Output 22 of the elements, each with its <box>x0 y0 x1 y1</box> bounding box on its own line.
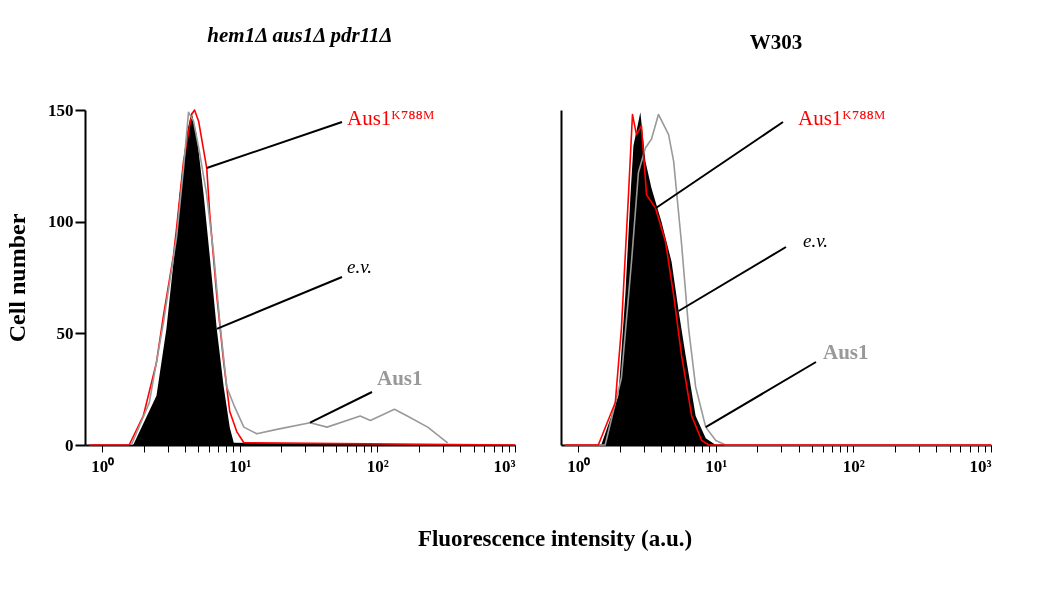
text: Aus1ᴷ⁷⁸⁸ᴹ <box>347 106 435 130</box>
text: Aus1 <box>823 340 869 364</box>
y-tick-label: 0 <box>65 435 74 455</box>
chart-title: hem1Δ aus1Δ pdr11Δ <box>207 23 393 47</box>
y-tick-label: 150 <box>48 100 74 120</box>
x-tick-label: 10⁰ <box>567 456 591 476</box>
x-tick-label: 10³ <box>493 456 516 476</box>
series-label: Aus1 <box>377 366 423 390</box>
x-tick-label: 10² <box>366 456 389 476</box>
text: e.v. <box>347 256 372 277</box>
x-tick-label: 10¹ <box>229 456 252 476</box>
chart-title: W303 <box>749 30 803 54</box>
x-tick-label: 10¹ <box>705 456 728 476</box>
y-tick-label: 50 <box>56 323 74 343</box>
x-tick-label: 10³ <box>969 456 992 476</box>
x-tick-label: 10⁰ <box>91 456 115 476</box>
y-axis-title: Cell number <box>4 213 30 343</box>
x-axis-title: Fluorescence intensity (a.u.) <box>417 526 693 551</box>
text: e.v. <box>803 230 828 251</box>
y-tick-label: 100 <box>48 212 74 232</box>
x-tick-label: 10² <box>842 456 865 476</box>
text: Aus1ᴷ⁷⁸⁸ᴹ <box>798 106 886 130</box>
